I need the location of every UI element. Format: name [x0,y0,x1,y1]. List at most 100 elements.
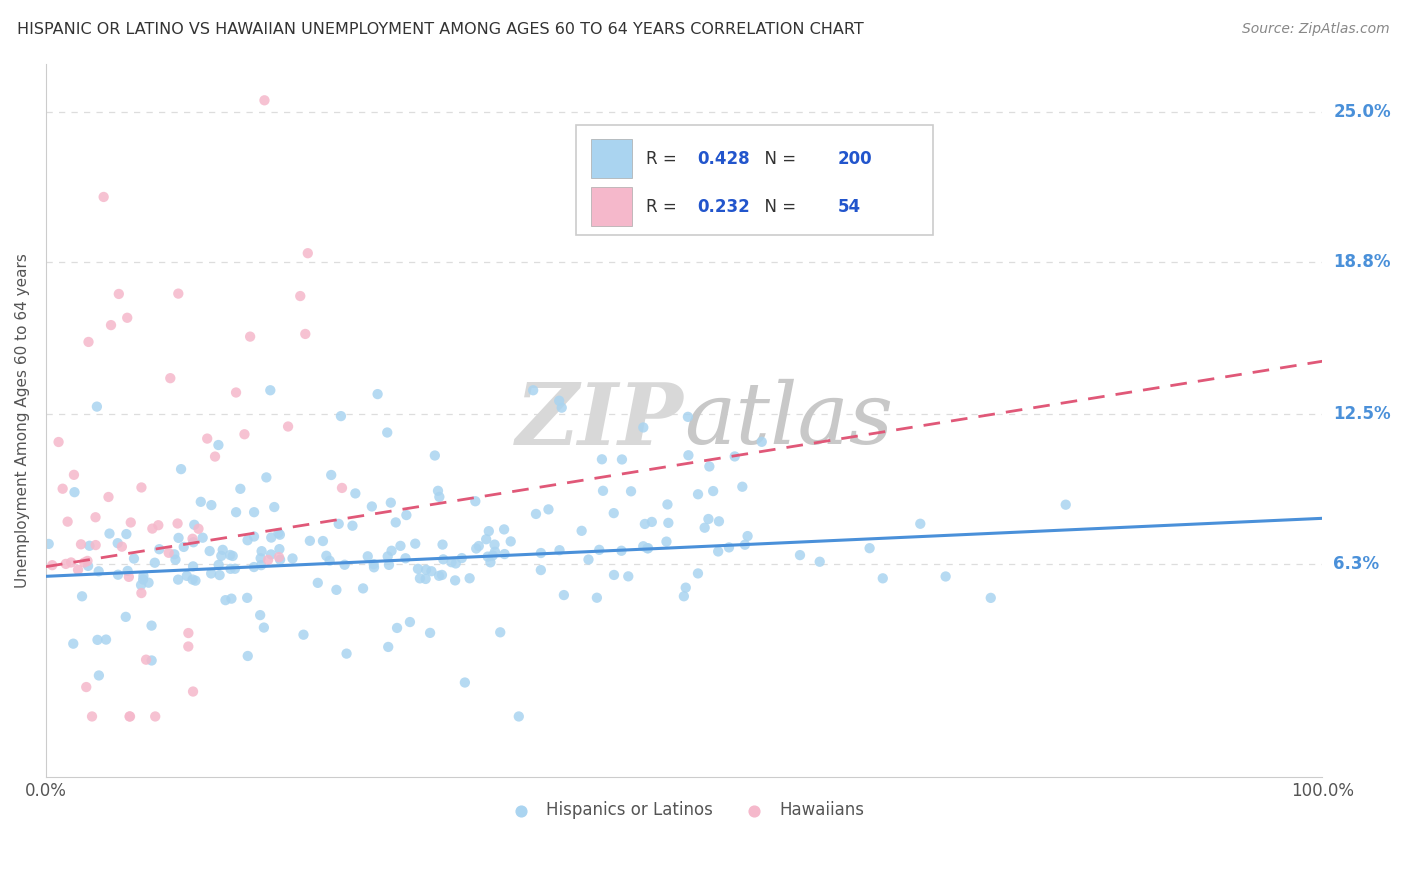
Point [409,571,432,585]
Point [707,514,730,528]
Point [195,432,218,446]
Point [494,547,516,561]
Bar [591,139,631,178]
Text: 12.5%: 12.5% [1333,406,1391,424]
Point [170,462,193,476]
Point [41,558,63,573]
Point [325,582,347,597]
Point [208,568,231,582]
Point [454,675,477,690]
Point [404,536,426,550]
Point [363,557,385,571]
Point [239,329,262,343]
Point [686,487,709,501]
Point [267,550,290,565]
Point [55,557,77,571]
Point [118,709,141,723]
Point [571,524,593,538]
Point [484,538,506,552]
Point [494,522,516,536]
Point [129,578,152,592]
Legend: Hispanics or Latinos, Hawaiians: Hispanics or Latinos, Hawaiians [498,794,870,826]
Point [219,562,242,576]
Point [389,539,412,553]
Point [84,510,107,524]
Point [477,549,499,564]
Point [200,498,222,512]
Point [731,480,754,494]
Point [86,400,108,414]
Point [427,569,450,583]
Point [260,531,283,545]
Point [318,554,340,568]
Text: N =: N = [754,198,801,216]
Point [724,450,747,464]
Point [254,470,277,484]
Point [344,486,367,500]
Point [84,538,107,552]
Point [292,628,315,642]
Point [910,516,932,531]
Point [79,539,101,553]
Point [267,526,290,541]
Point [184,574,207,588]
Point [138,575,160,590]
Point [676,409,699,424]
Point [675,581,697,595]
Point [697,512,720,526]
Point [367,387,389,401]
Point [298,533,321,548]
Point [294,326,316,341]
Y-axis label: Unemployment Among Ages 60 to 64 years: Unemployment Among Ages 60 to 64 years [15,253,30,588]
Point [181,684,204,698]
Point [148,542,170,557]
Point [499,534,522,549]
Point [141,618,163,632]
Point [143,709,166,723]
Point [236,591,259,605]
Text: Source: ZipAtlas.com: Source: ZipAtlas.com [1241,22,1389,37]
Point [253,93,276,107]
Point [699,459,721,474]
Point [48,435,70,450]
Point [225,385,247,400]
Point [290,289,312,303]
Point [312,534,335,549]
Point [191,531,214,545]
Point [655,534,678,549]
Point [478,524,501,538]
Point [200,566,222,581]
Point [479,555,502,569]
Point [524,507,547,521]
Point [63,467,86,482]
Point [360,500,382,514]
Point [707,544,730,558]
Point [578,552,600,566]
Point [167,573,190,587]
Point [77,558,100,573]
Point [243,560,266,574]
Point [380,496,402,510]
Point [610,452,633,467]
Point [465,541,488,556]
Point [508,709,530,723]
Point [93,190,115,204]
Point [219,548,242,562]
Text: 6.3%: 6.3% [1333,555,1379,574]
Point [377,640,399,654]
Point [115,527,138,541]
Point [111,540,134,554]
Point [183,535,205,549]
Point [97,490,120,504]
Point [734,538,756,552]
Point [420,564,443,578]
Point [70,537,93,551]
Point [357,549,380,564]
Point [118,709,141,723]
Point [63,485,86,500]
Point [132,569,155,583]
Point [198,544,221,558]
Point [214,593,236,607]
Point [657,516,679,530]
Text: atlas: atlas [685,379,893,462]
